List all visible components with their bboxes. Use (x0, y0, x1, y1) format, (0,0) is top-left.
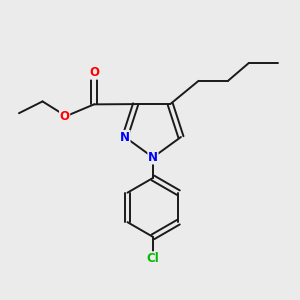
Text: O: O (60, 110, 70, 123)
Text: Cl: Cl (147, 252, 159, 265)
Text: O: O (89, 66, 99, 79)
Text: N: N (120, 130, 130, 143)
Text: N: N (148, 151, 158, 164)
